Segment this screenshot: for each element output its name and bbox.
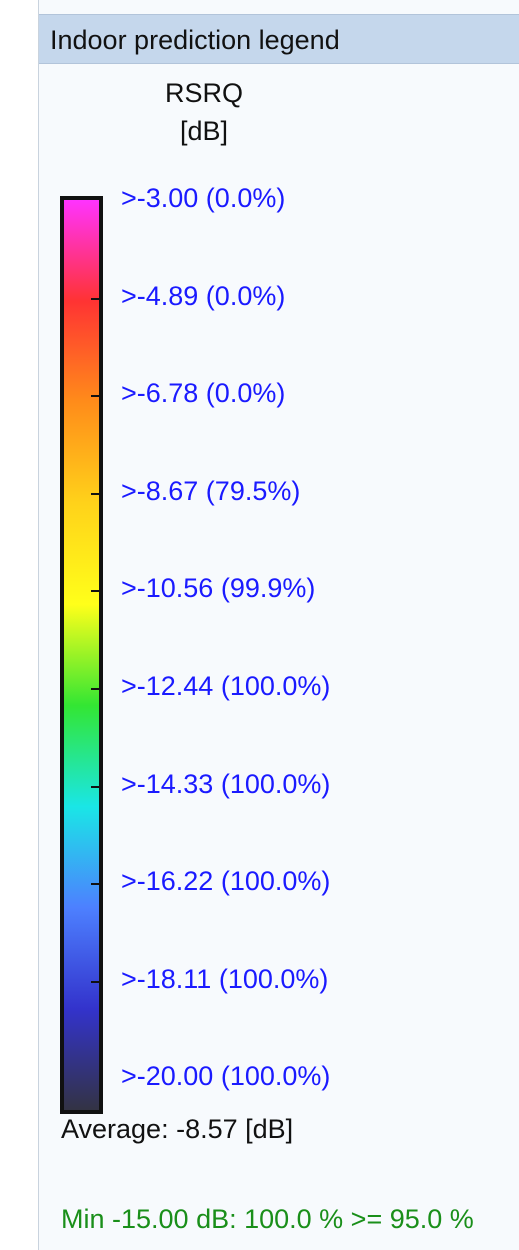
- scale-level-label: >-14.33 (100.0%): [121, 768, 331, 799]
- scale-tick: [91, 395, 103, 398]
- legend-title-bar[interactable]: Indoor prediction legend: [39, 14, 519, 64]
- legend-panel: Indoor prediction legend RSRQ [dB] >-3.0…: [38, 0, 519, 1250]
- scale-level-label: >-16.22 (100.0%): [121, 866, 331, 897]
- coverage-criterion: Min -15.00 dB: 100.0 % >= 95.0 %: [61, 1204, 474, 1234]
- average-value: Average: -8.57 [dB]: [61, 1114, 294, 1144]
- scale-tick: [91, 785, 103, 788]
- quantity-label: RSRQ: [164, 78, 243, 108]
- scale-level-label: >-12.44 (100.0%): [121, 671, 331, 701]
- scale-level-label: >-10.56 (99.9%): [121, 573, 316, 604]
- scale-level-label: >-4.89 (0.0%): [121, 280, 286, 311]
- scale-tick: [91, 492, 103, 495]
- scale-tick: [91, 883, 103, 886]
- color-scale-bar: [60, 196, 103, 1114]
- legend-title: Indoor prediction legend: [50, 25, 340, 55]
- scale-tick: [91, 297, 103, 300]
- scale-level-label: >-20.00 (100.0%): [121, 1061, 331, 1092]
- scale-tick: [91, 688, 103, 690]
- scale-level-label: >-8.67 (79.5%): [121, 475, 301, 506]
- scale-tick: [91, 980, 103, 983]
- scale-level-label: >-18.11 (100.0%): [121, 963, 329, 994]
- unit-label: [dB]: [179, 116, 229, 146]
- scale-tick: [91, 590, 103, 593]
- scale-level-label: >-3.00 (0.0%): [121, 183, 286, 213]
- scale-level-label: >-6.78 (0.0%): [121, 378, 286, 409]
